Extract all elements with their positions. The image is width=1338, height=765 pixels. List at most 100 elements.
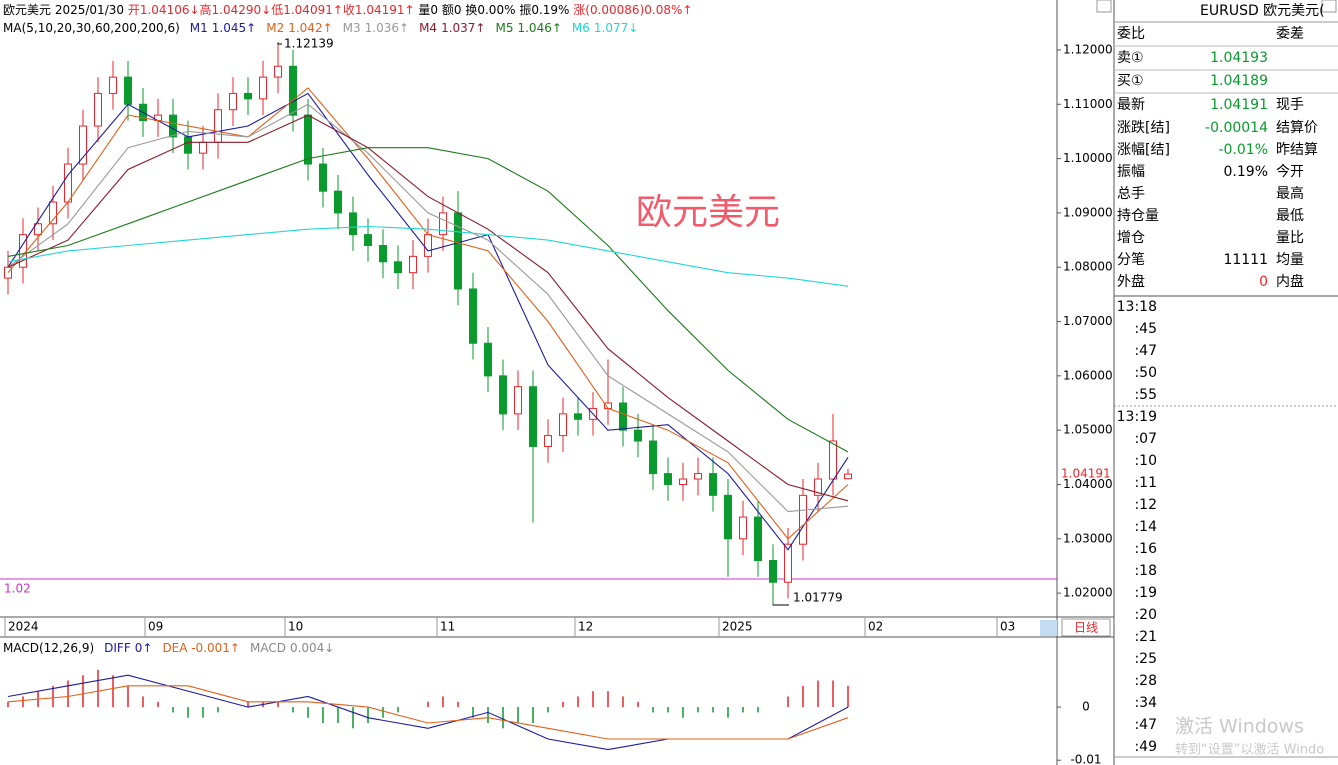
candle-body bbox=[79, 125, 87, 165]
tick-time: :47 bbox=[1134, 343, 1157, 359]
y-tick-label: 1.10000 bbox=[1063, 151, 1113, 165]
date-label: 11 bbox=[440, 620, 455, 634]
legend-name: M1 bbox=[190, 21, 208, 35]
tick-time: :49 bbox=[1134, 739, 1157, 755]
quote-value: 1.04191 bbox=[1210, 97, 1268, 113]
y-tick-label: 1.08000 bbox=[1063, 260, 1113, 274]
macd-line bbox=[7, 685, 849, 740]
candle-body bbox=[424, 234, 432, 257]
quote-value: -0.00014 bbox=[1205, 120, 1268, 136]
candle-body bbox=[769, 560, 777, 583]
y-tick-label: 1.06000 bbox=[1063, 368, 1113, 382]
legend-value: -0.001↑ bbox=[191, 641, 240, 655]
y-tick-label: 1.03000 bbox=[1063, 531, 1113, 545]
quote-label: 买① bbox=[1117, 73, 1144, 89]
tick-time: :34 bbox=[1134, 695, 1157, 711]
period-label[interactable]: 日线 bbox=[1074, 621, 1098, 635]
candle-body bbox=[814, 478, 822, 496]
tick-time: :11 bbox=[1134, 475, 1157, 491]
date-label: 2025 bbox=[722, 620, 753, 634]
tick-time: :28 bbox=[1134, 673, 1157, 689]
candle-body bbox=[124, 76, 132, 105]
legend-value: 1.036↑ bbox=[365, 21, 409, 35]
y-tick-label: -0.01 bbox=[1070, 753, 1101, 765]
tick-time: :19 bbox=[1134, 585, 1157, 601]
candle-body bbox=[559, 413, 567, 437]
legend-name: M5 bbox=[495, 21, 513, 35]
ma-line bbox=[7, 225, 849, 287]
quote-value: 1.04193 bbox=[1210, 50, 1268, 66]
quote-label: 持仓量 bbox=[1117, 208, 1159, 224]
header-item: 欧元美元 bbox=[3, 3, 51, 17]
quote-value: 0.19% bbox=[1224, 164, 1268, 180]
legend-name: MACD bbox=[250, 641, 286, 655]
tick-time: :47 bbox=[1134, 717, 1157, 733]
os-watermark: 转到“设置”以激活 Windo bbox=[1175, 743, 1324, 758]
candle-body bbox=[409, 255, 417, 274]
quote-field: 今开 bbox=[1276, 164, 1304, 180]
candle-body bbox=[274, 65, 282, 78]
candle-body bbox=[844, 473, 852, 480]
ma-line bbox=[7, 92, 849, 551]
candle-body bbox=[754, 516, 762, 562]
header-item: 低1.04091↑ bbox=[271, 3, 343, 17]
tick-time: :50 bbox=[1134, 365, 1157, 381]
date-label: 10 bbox=[288, 620, 303, 634]
tick-time: :21 bbox=[1134, 629, 1157, 645]
ma-line bbox=[7, 103, 849, 513]
quote-value: 0 bbox=[1259, 274, 1268, 290]
y-tick-label: 0 bbox=[1082, 700, 1090, 714]
candle-body bbox=[499, 375, 507, 415]
os-watermark: 激活 Windows bbox=[1175, 716, 1304, 738]
quote-label: 振幅 bbox=[1117, 164, 1145, 180]
candle-body bbox=[829, 440, 837, 480]
header-item: 开1.04106↓ bbox=[128, 3, 200, 17]
header-item: 涨(0.00086)0.08%↑ bbox=[573, 2, 692, 17]
ma-line bbox=[7, 87, 849, 540]
date-label: 02 bbox=[868, 620, 883, 634]
macd-legend: MACD(12,26,9) DIFF 0↑ DEA -0.001↑ MACD 0.004↓ bbox=[3, 641, 334, 655]
ma-line bbox=[7, 114, 849, 502]
quote-label: 涨幅[结] bbox=[1117, 142, 1170, 158]
header-item: 额0 bbox=[442, 3, 462, 17]
candle-body bbox=[529, 386, 537, 447]
legend-value: 0.004↓ bbox=[290, 641, 334, 655]
candle-body bbox=[784, 543, 792, 583]
scrollbar[interactable] bbox=[1040, 620, 1057, 636]
tick-time: :18 bbox=[1134, 563, 1157, 579]
tick-time: 13:19 bbox=[1117, 409, 1157, 425]
quote-label: 分笔 bbox=[1117, 252, 1145, 268]
quote-label: 总手 bbox=[1117, 186, 1145, 202]
legend-name: M3 bbox=[343, 21, 361, 35]
period-button[interactable] bbox=[1061, 618, 1111, 637]
quote-field: 最低 bbox=[1276, 208, 1304, 224]
legend-name: DIFF bbox=[104, 641, 131, 655]
tick-time: :07 bbox=[1134, 431, 1157, 447]
annotation: 1.12139 bbox=[284, 37, 334, 51]
tick-time: :14 bbox=[1134, 519, 1157, 535]
tick-time: :12 bbox=[1134, 497, 1157, 513]
quote-label: 外盘 bbox=[1117, 273, 1145, 290]
window-icon[interactable] bbox=[1321, 0, 1337, 13]
candle-body bbox=[574, 413, 582, 420]
quote-field: 量比 bbox=[1276, 230, 1304, 246]
candle-body bbox=[484, 342, 492, 377]
quote-field: 内盘 bbox=[1276, 273, 1304, 290]
tick-time: :16 bbox=[1134, 541, 1157, 557]
candle-body bbox=[49, 201, 57, 225]
legend-value: 1.077↓ bbox=[594, 21, 638, 35]
header-item: 振0.19% bbox=[519, 3, 569, 17]
ma-title: MA(5,10,20,30,60,200,200,6) bbox=[3, 21, 180, 35]
candle-body bbox=[349, 212, 357, 236]
candle-body bbox=[229, 92, 237, 111]
quote-label: 增仓 bbox=[1117, 230, 1145, 246]
quote-field: 均量 bbox=[1276, 252, 1304, 268]
candle-body bbox=[619, 402, 627, 431]
legend-value: 0↑ bbox=[135, 641, 153, 655]
window-icon[interactable] bbox=[1096, 0, 1112, 13]
tick-time: :20 bbox=[1134, 607, 1157, 623]
support-label: 1.02 bbox=[4, 581, 31, 595]
candle-body bbox=[94, 92, 102, 127]
legend-name: M6 bbox=[572, 21, 590, 35]
